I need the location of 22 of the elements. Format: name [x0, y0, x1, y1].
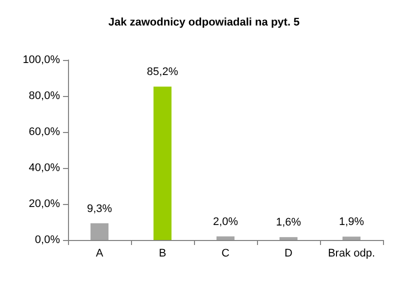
- y-tick-label: 60,0%: [28, 126, 60, 138]
- y-tick-label: 40,0%: [28, 162, 60, 174]
- y-tick-label: 0,0%: [34, 234, 60, 246]
- data-label: 1,6%: [276, 216, 302, 229]
- bar: [342, 236, 360, 240]
- chart-title: Jak zawodnicy odpowiadali na pyt. 5: [108, 16, 300, 28]
- data-label: 85,2%: [146, 66, 178, 78]
- bar: [280, 237, 298, 240]
- y-tick-label: 20,0%: [28, 198, 60, 210]
- data-label: 9,3%: [86, 202, 112, 215]
- x-tick-label: B: [158, 248, 166, 260]
- data-label: 2,0%: [212, 216, 238, 228]
- bar: [90, 223, 108, 240]
- x-tick-label: D: [284, 248, 293, 260]
- x-tick-label: Brak odp.: [328, 248, 376, 260]
- bar: [154, 86, 172, 240]
- y-tick-label: 80,0%: [28, 90, 60, 102]
- bar: [216, 236, 234, 240]
- data-label: 1,9%: [338, 216, 364, 228]
- x-tick-label: A: [96, 248, 104, 260]
- y-tick-label: 100,0%: [22, 54, 60, 66]
- x-tick-label: C: [222, 248, 230, 260]
